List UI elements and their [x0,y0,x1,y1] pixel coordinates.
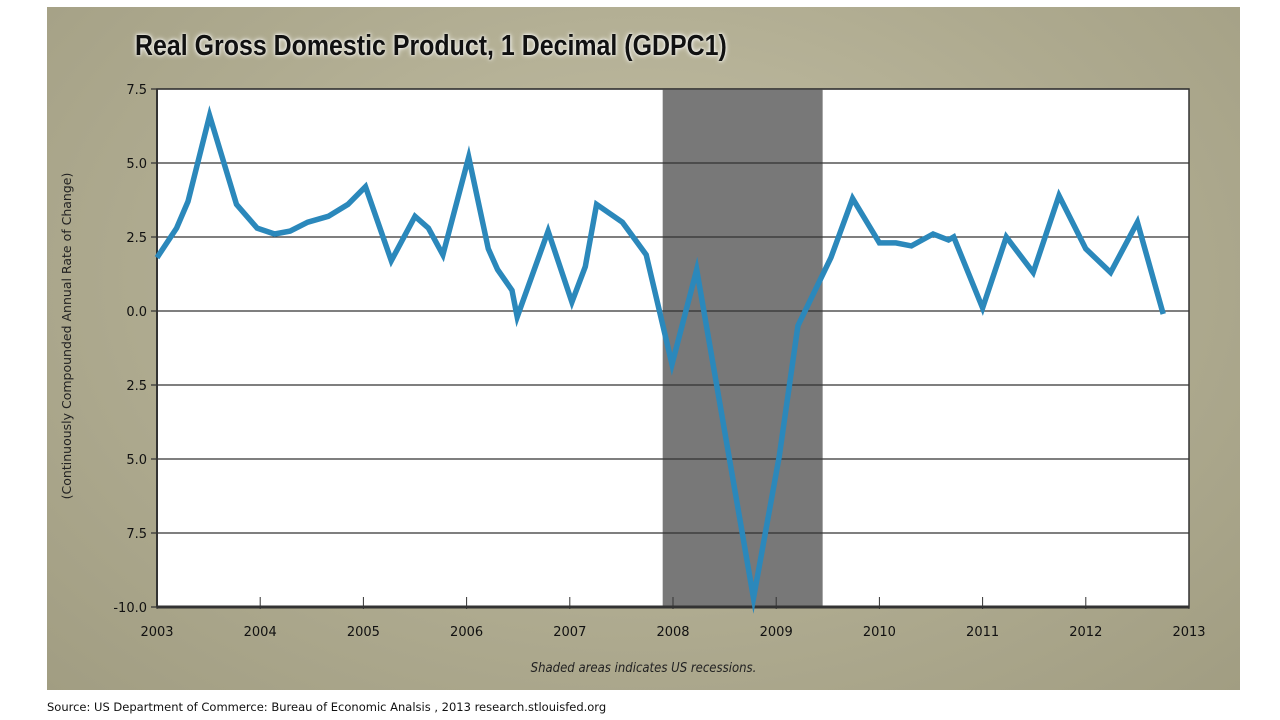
x-tick-label: 2013 [1172,625,1205,640]
x-tick-label: 2006 [450,625,483,640]
x-tick-label: 2004 [244,625,277,640]
x-tick-label: 2005 [347,625,380,640]
y-tick-label: 0.0 [126,305,147,320]
source-note: Source: US Department of Commerce: Burea… [47,700,607,714]
y-tick-label: 2.5 [126,379,147,394]
x-tick-label: 2011 [966,625,999,640]
x-tick-label: 2010 [863,625,896,640]
recession-note: Shaded areas indicates US recessions. [530,661,757,676]
chart-title: Real Gross Domestic Product, 1 Decimal (… [135,30,727,62]
x-tick-label: 2009 [760,625,793,640]
y-tick-label: 5.0 [126,453,147,468]
y-tick-label: 7.5 [126,83,147,98]
x-tick-label: 2003 [140,625,173,640]
x-tick-label: 2012 [1069,625,1102,640]
y-tick-label: 2.5 [126,231,147,246]
x-tick-label: 2007 [553,625,586,640]
gdp-series-line [154,105,1166,614]
y-tick-label: -10.0 [113,601,147,616]
y-axis-label: (Continuously Compounded Annual Rate of … [59,173,74,500]
y-tick-label: 7.5 [126,527,147,542]
x-tick-label: 2008 [656,625,689,640]
y-tick-label: 5.0 [126,157,147,172]
